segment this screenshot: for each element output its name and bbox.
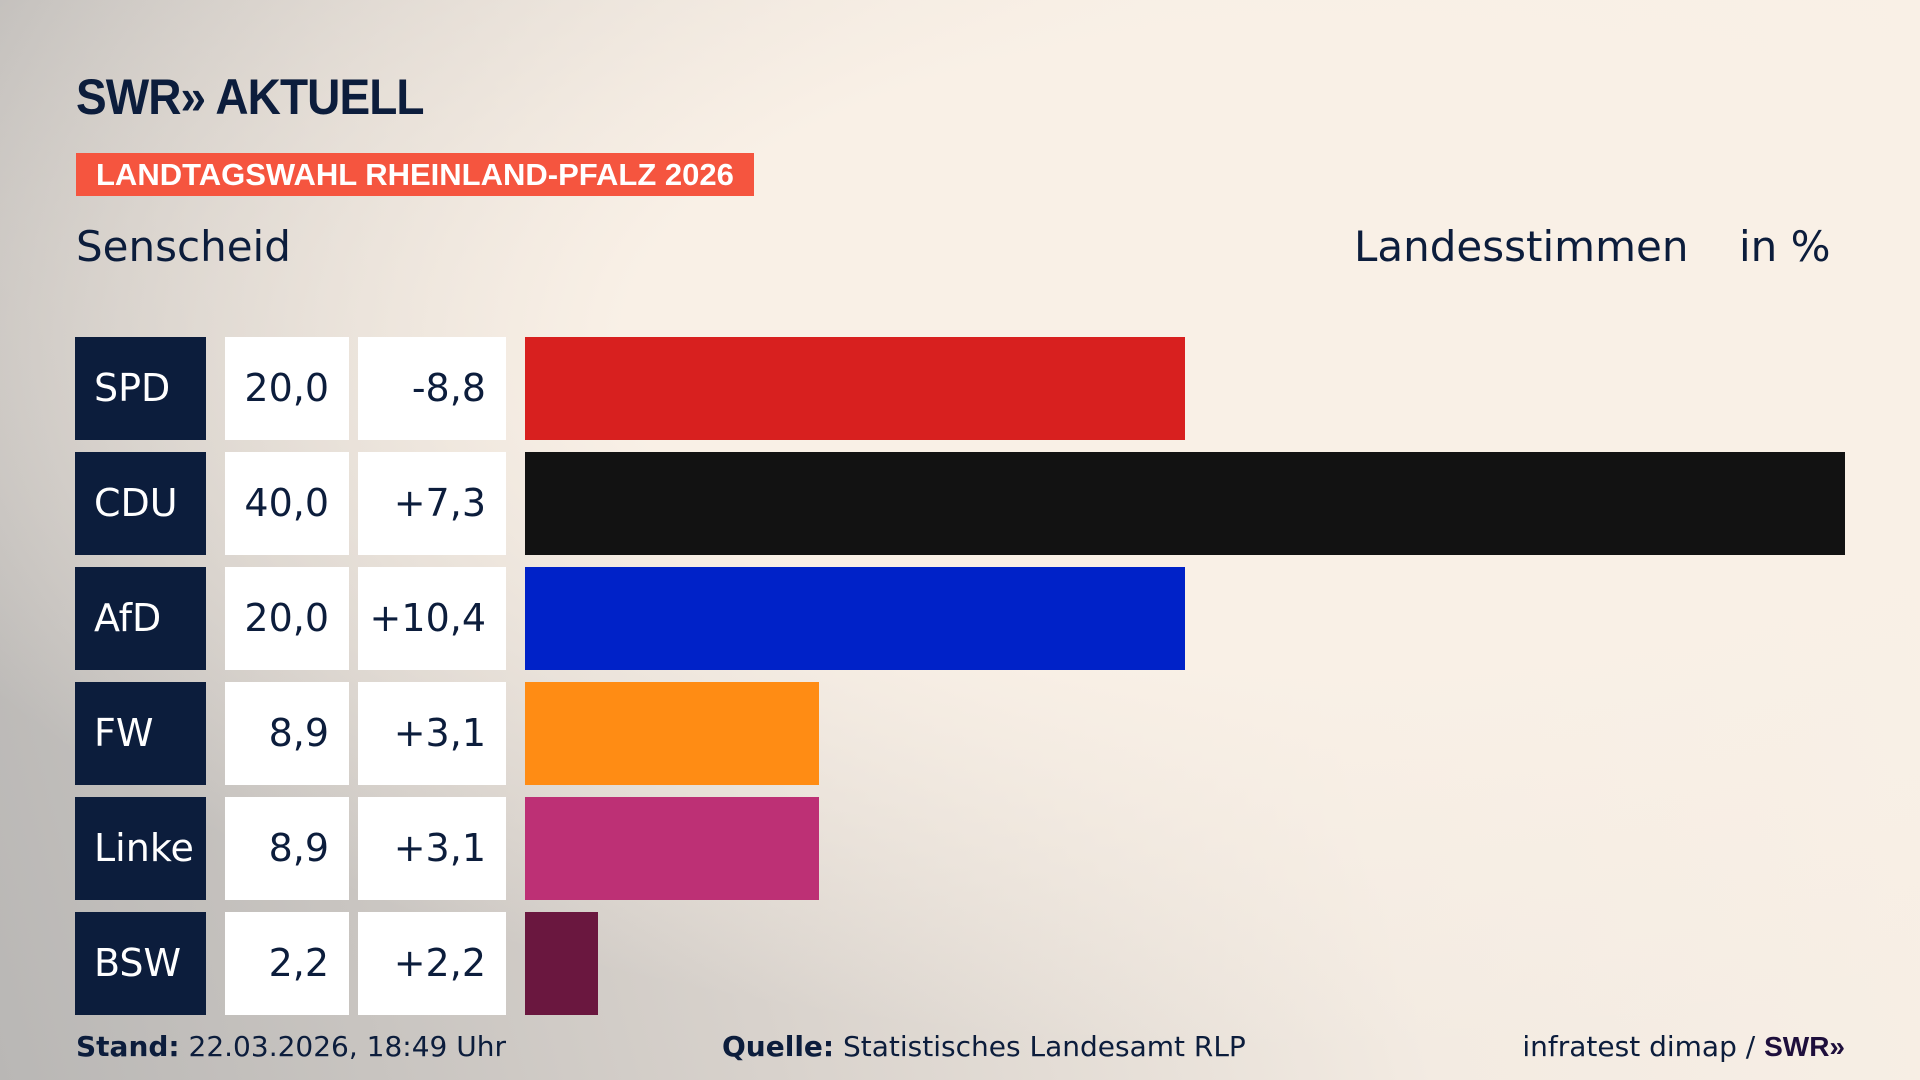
swr-logo-small: SWR» xyxy=(1764,1031,1845,1062)
source-label: Quelle: xyxy=(722,1030,835,1063)
party-label: BSW xyxy=(75,912,206,1015)
stand-value: 22.03.2026, 18:49 Uhr xyxy=(188,1030,506,1063)
change-label: +10,4 xyxy=(358,567,506,670)
bar-linke xyxy=(525,797,819,900)
stand-label: Stand: xyxy=(76,1030,180,1063)
swr-aktuell-logo: SWR» AKTUELL xyxy=(76,69,424,125)
source: Quelle: Statistisches Landesamt RLP xyxy=(722,1030,1246,1064)
party-label: FW xyxy=(75,682,206,785)
metric-label: Landesstimmen xyxy=(1354,222,1689,271)
party-label: CDU xyxy=(75,452,206,555)
change-label: +2,2 xyxy=(358,912,506,1015)
change-label: -8,8 xyxy=(358,337,506,440)
credit-text: infratest dimap / xyxy=(1522,1030,1756,1063)
value-label: 20,0 xyxy=(225,567,349,670)
value-label: 2,2 xyxy=(225,912,349,1015)
change-label: +7,3 xyxy=(358,452,506,555)
location-title: Senscheid xyxy=(76,222,291,271)
bar-cdu xyxy=(525,452,1845,555)
bar-fw xyxy=(525,682,819,785)
change-label: +3,1 xyxy=(358,797,506,900)
bar-spd xyxy=(525,337,1185,440)
change-label: +3,1 xyxy=(358,682,506,785)
party-label: AfD xyxy=(75,567,206,670)
party-label: SPD xyxy=(75,337,206,440)
value-label: 20,0 xyxy=(225,337,349,440)
timestamp: Stand: 22.03.2026, 18:49 Uhr xyxy=(76,1030,506,1064)
unit-label: in % xyxy=(1739,222,1831,271)
source-value: Statistisches Landesamt RLP xyxy=(843,1030,1246,1063)
bar-afd xyxy=(525,567,1185,670)
value-label: 8,9 xyxy=(225,797,349,900)
value-label: 40,0 xyxy=(225,452,349,555)
bar-bsw xyxy=(525,912,598,1015)
party-label: Linke xyxy=(75,797,206,900)
election-banner: LANDTAGSWAHL RHEINLAND-PFALZ 2026 xyxy=(76,153,754,196)
value-label: 8,9 xyxy=(225,682,349,785)
credit: infratest dimap / SWR» xyxy=(1522,1030,1845,1064)
